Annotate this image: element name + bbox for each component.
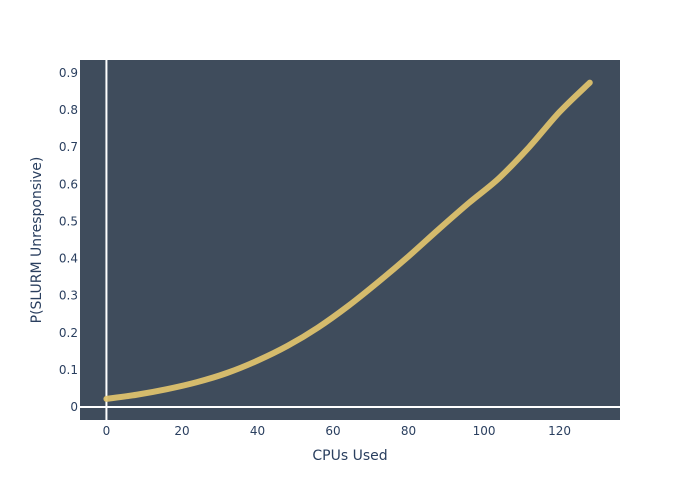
series-line [103,79,593,402]
y-tick-label: 0.1 [59,363,78,377]
plot-area-background [80,60,620,420]
x-axis-title: CPUs Used [312,448,387,464]
y-tick-label: 0.3 [59,289,78,303]
y-tick-label: 0.2 [59,326,78,340]
y-tick-label: 0 [70,400,78,414]
y-tick-label: 0.7 [59,140,78,154]
x-tick-label: 0 [103,424,111,438]
x-tick-label: 60 [325,424,340,438]
x-tick-label: 120 [548,424,571,438]
y-tick-label: 0.9 [59,66,78,80]
x-tick-label: 20 [174,424,189,438]
y-tick-label: 0.6 [59,177,78,191]
x-tick-label: 80 [401,424,416,438]
zero-lines [80,60,620,420]
y-tick-label: 0.8 [59,103,78,117]
x-tick-label: 100 [473,424,496,438]
x-tick-label: 40 [250,424,265,438]
y-axis-title: P(SLURM Unresponsive) [29,157,45,324]
series-layer [103,79,593,402]
x-axis-ticks: 0 20 40 60 80 100 120 [103,424,571,438]
y-axis-ticks: 0 0.1 0.2 0.3 0.4 0.5 0.6 0.7 0.8 0.9 [59,66,78,414]
y-tick-label: 0.4 [59,252,78,266]
y-tick-label: 0.5 [59,214,78,228]
